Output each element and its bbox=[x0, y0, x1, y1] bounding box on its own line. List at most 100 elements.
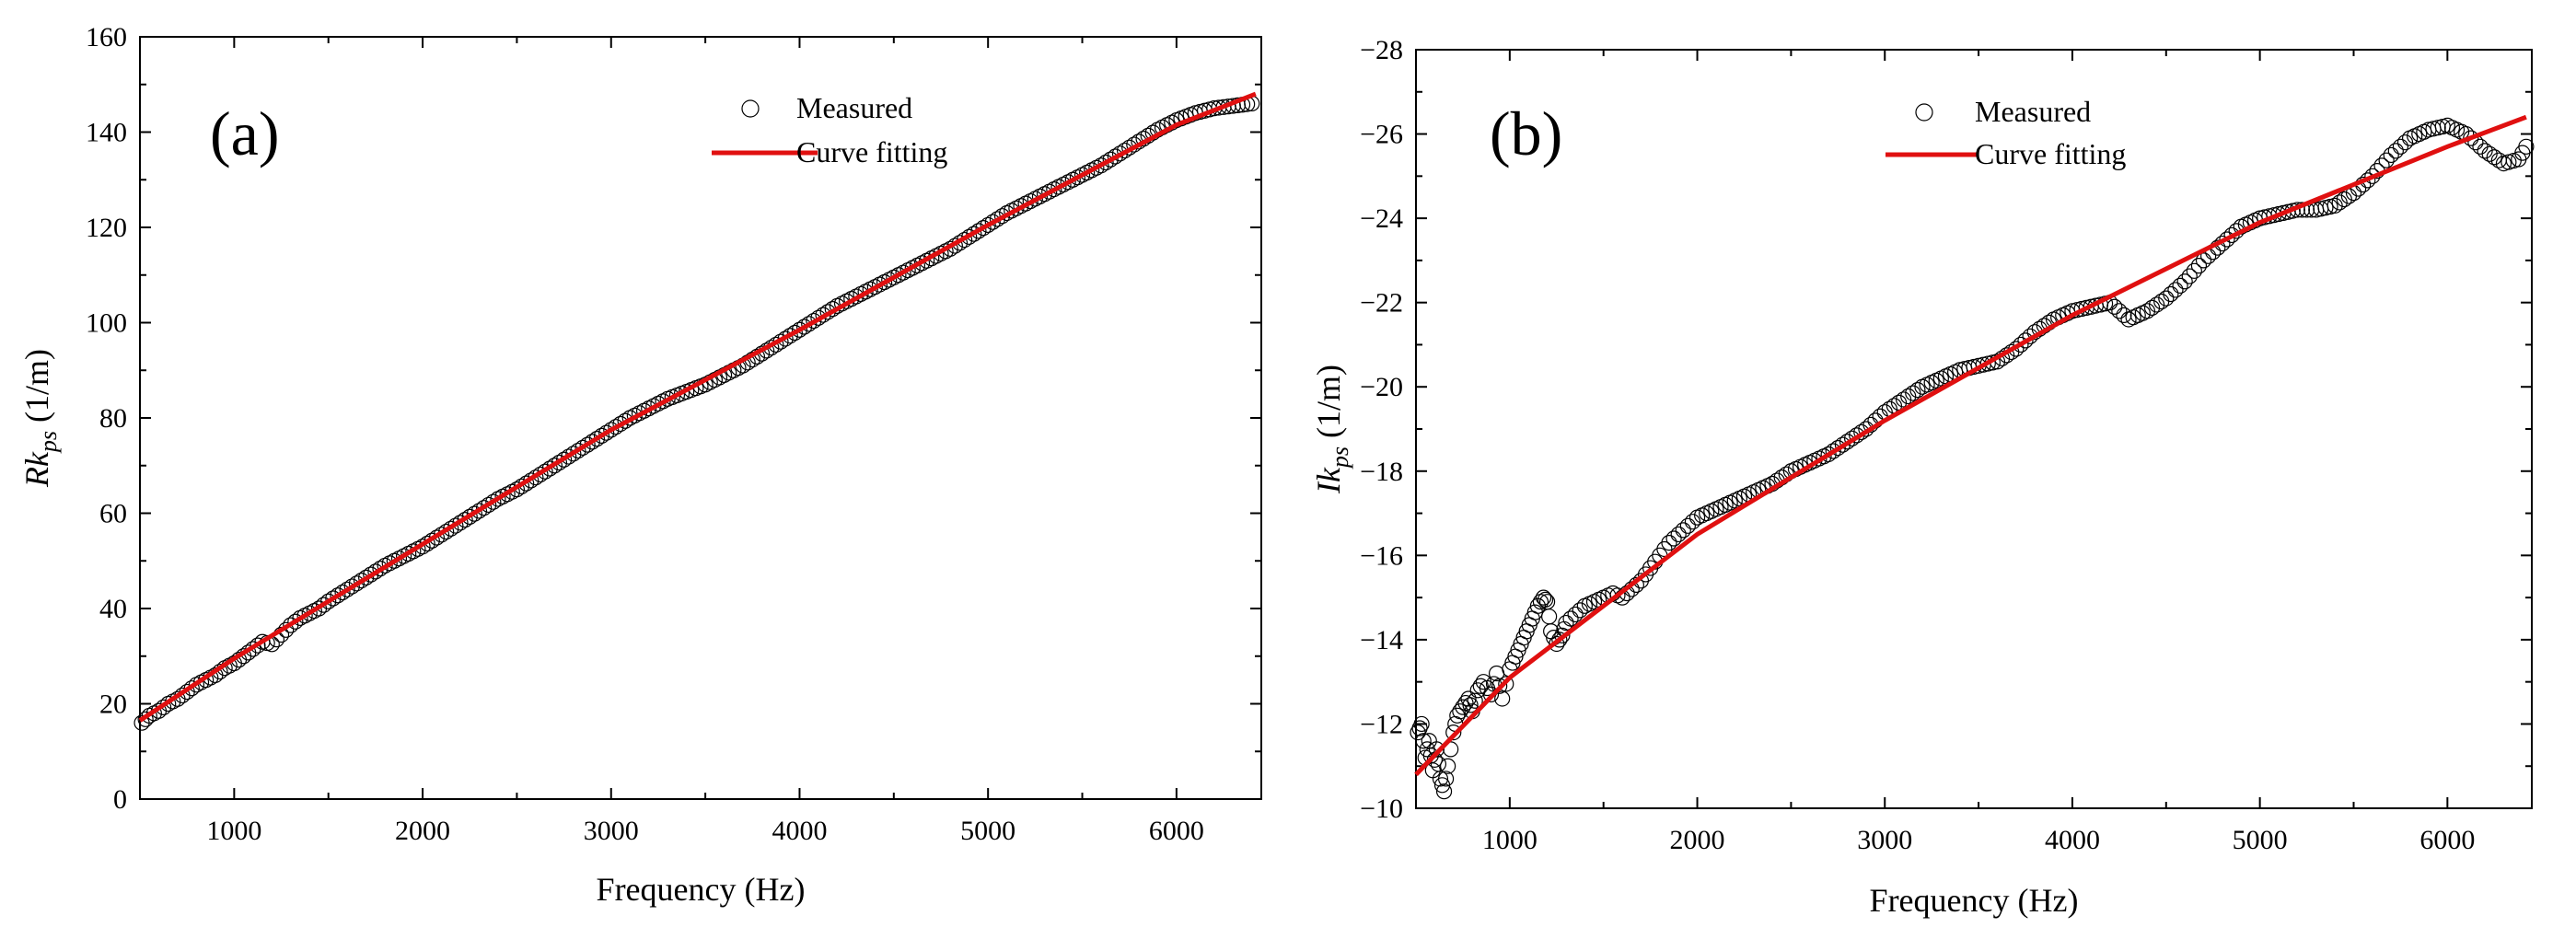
measured-point bbox=[1896, 391, 1912, 408]
legend-measured-marker bbox=[1915, 103, 1933, 122]
measured-point bbox=[2472, 138, 2489, 155]
measured-point bbox=[452, 515, 469, 531]
measured-point bbox=[2149, 296, 2165, 313]
measured-point bbox=[791, 321, 808, 338]
measured-point bbox=[1661, 534, 1677, 551]
legend-measured-label: Measured bbox=[796, 91, 912, 124]
measured-point bbox=[1670, 526, 1687, 543]
measured-point bbox=[961, 228, 978, 245]
measured-point bbox=[598, 424, 615, 441]
measured-point bbox=[1905, 385, 1921, 401]
y-axis-label-main: Ik bbox=[1310, 467, 1347, 494]
measured-point bbox=[1445, 724, 1462, 741]
series-curve-fitting bbox=[138, 91, 1257, 723]
measured-point bbox=[2106, 298, 2123, 315]
measured-point bbox=[984, 214, 1001, 230]
legend-fit-label: Curve fitting bbox=[796, 135, 947, 168]
measured-point bbox=[1567, 606, 1584, 623]
y-tick-label: −22 bbox=[1360, 288, 1403, 319]
measured-point bbox=[137, 711, 154, 727]
legend: Measured Curve fitting bbox=[1886, 95, 2126, 170]
measured-point bbox=[2481, 145, 2498, 162]
measured-point bbox=[975, 220, 992, 237]
measured-point bbox=[334, 584, 351, 601]
measured-point bbox=[546, 458, 563, 474]
measured-point bbox=[358, 569, 375, 585]
chart-panel-b: −10 −12 −14 −16 −18 −20 −22 −24 −26 −28 1000 2000 30… bbox=[1310, 35, 2535, 919]
y-tick-label: 40 bbox=[99, 594, 127, 624]
measured-point bbox=[1900, 388, 1917, 405]
panel-label: (a) bbox=[210, 99, 279, 168]
measured-point bbox=[1562, 610, 1579, 627]
measured-point bbox=[1102, 151, 1119, 168]
measured-point bbox=[970, 223, 987, 239]
measured-point bbox=[466, 505, 482, 522]
measured-point bbox=[570, 442, 586, 459]
y-tick-label: −28 bbox=[1360, 35, 1403, 65]
measured-point bbox=[1097, 154, 1114, 171]
x-axis-label: Frequency (Hz) bbox=[597, 871, 806, 908]
x-tick-label: 1000 bbox=[1482, 825, 1537, 855]
legend-measured-label: Measured bbox=[1975, 95, 2091, 128]
measured-point bbox=[2219, 231, 2235, 248]
measured-point bbox=[2486, 149, 2502, 166]
x-tick-label: 2000 bbox=[395, 816, 450, 846]
y-tick-label: −16 bbox=[1360, 540, 1403, 571]
y-tick-label: 160 bbox=[86, 22, 127, 52]
y-tick-label: 140 bbox=[86, 118, 127, 148]
measured-point bbox=[1107, 148, 1123, 165]
y-axis-label-sub: ps bbox=[1327, 446, 1353, 470]
measured-point bbox=[579, 436, 596, 453]
measured-point bbox=[372, 561, 389, 577]
measured-point bbox=[801, 316, 818, 332]
y-tick-label: 0 bbox=[113, 784, 127, 815]
measured-point bbox=[795, 319, 813, 335]
measured-point bbox=[475, 500, 493, 516]
measured-point bbox=[325, 590, 342, 607]
y-axis-label-unit: (1/m) bbox=[1310, 365, 1347, 446]
x-tick-label: 5000 bbox=[960, 816, 1015, 846]
measured-point bbox=[2013, 336, 2029, 354]
chart-panel-a: 0 20 40 60 80 100 120 140 160 1000 2000 3000 4000 500… bbox=[18, 22, 1262, 908]
measured-point bbox=[485, 493, 502, 510]
measured-point bbox=[612, 415, 629, 433]
measured-point bbox=[584, 434, 600, 450]
measured-point bbox=[2477, 143, 2493, 159]
measured-point bbox=[1467, 692, 1483, 709]
series-curve-fitting bbox=[1414, 114, 2527, 777]
x-tick-label: 3000 bbox=[1857, 825, 1912, 855]
measured-point bbox=[561, 448, 577, 465]
y-tick-label: 20 bbox=[99, 690, 127, 720]
measured-point bbox=[2518, 138, 2535, 155]
measured-point bbox=[1498, 676, 1514, 692]
legend-measured-marker bbox=[741, 99, 760, 118]
y-tick-label: −26 bbox=[1360, 120, 1403, 150]
measured-point bbox=[2158, 290, 2175, 307]
measured-point bbox=[2396, 134, 2414, 151]
measured-point bbox=[2186, 262, 2202, 279]
x-tick-label: 4000 bbox=[772, 816, 827, 846]
measured-point bbox=[1469, 682, 1486, 699]
measured-point bbox=[1549, 635, 1565, 653]
measured-point bbox=[980, 216, 996, 234]
measured-point bbox=[1684, 514, 1701, 530]
measured-point bbox=[1535, 589, 1552, 606]
x-tick-label: 2000 bbox=[1670, 825, 1725, 855]
measured-point bbox=[1572, 602, 1588, 619]
measured-point bbox=[2195, 252, 2212, 269]
measured-point bbox=[447, 517, 464, 534]
measured-point bbox=[339, 581, 355, 597]
measured-point bbox=[2392, 138, 2409, 155]
x-tick-label: 6000 bbox=[2419, 825, 2475, 855]
measured-point bbox=[2190, 258, 2208, 274]
measured-point bbox=[443, 520, 459, 537]
measured-point bbox=[2501, 154, 2517, 170]
plot-frame bbox=[139, 36, 1262, 800]
measured-point bbox=[1415, 733, 1432, 749]
measured-point bbox=[1437, 771, 1455, 787]
measured-point bbox=[2378, 152, 2395, 168]
measured-point bbox=[2167, 282, 2184, 298]
measured-point bbox=[1825, 443, 1841, 459]
measured-point bbox=[2116, 307, 2132, 323]
measured-point bbox=[2505, 152, 2522, 169]
